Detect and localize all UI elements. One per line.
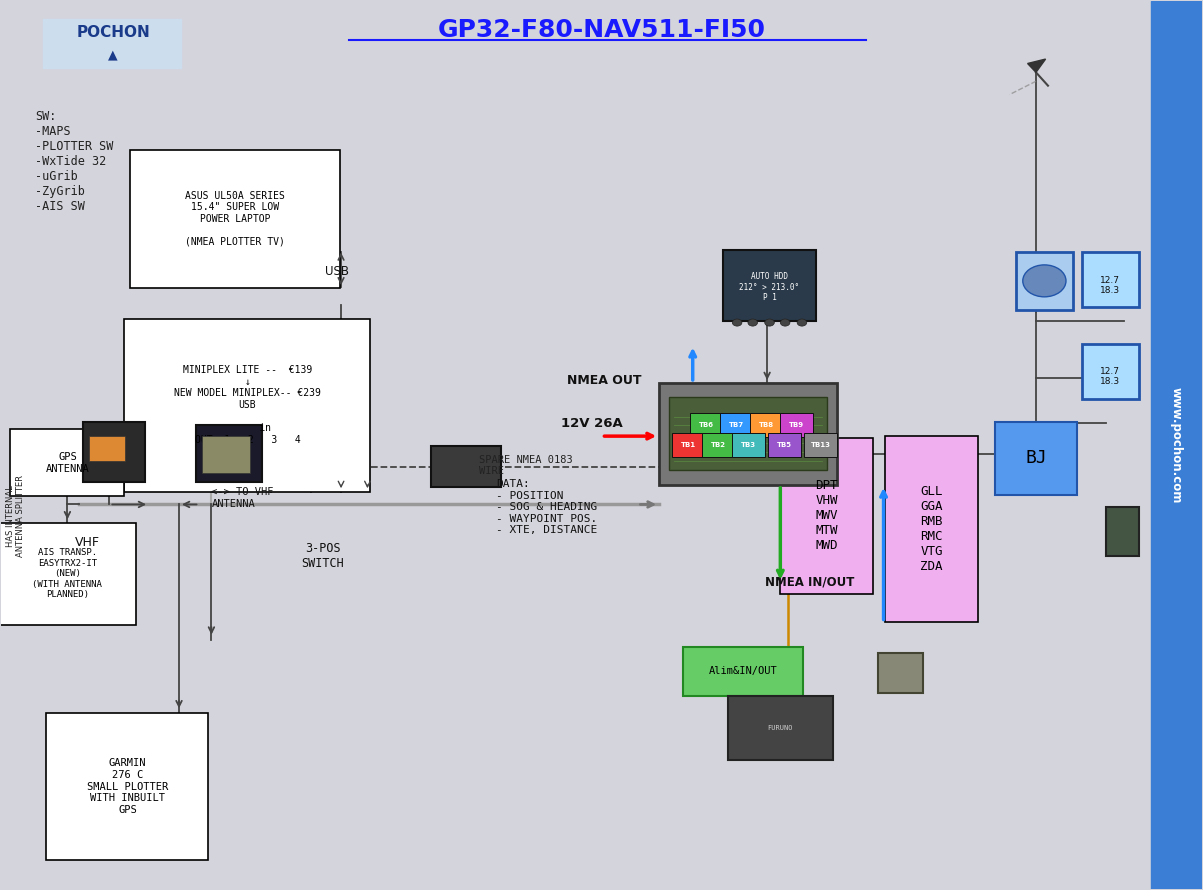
- Polygon shape: [1027, 59, 1045, 72]
- Text: TB13: TB13: [811, 442, 830, 449]
- Bar: [703, 433, 735, 457]
- Text: ASUS UL50A SERIES
15.4" SUPER LOW
POWER LAPTOP

(NMEA PLOTTER TV): ASUS UL50A SERIES 15.4" SUPER LOW POWER …: [185, 190, 285, 247]
- Text: TB5: TB5: [777, 442, 792, 449]
- Bar: [683, 647, 804, 696]
- Text: AUTO HDD
212° > 213.0°
P 1: AUTO HDD 212° > 213.0° P 1: [740, 272, 800, 302]
- Text: USB: USB: [326, 265, 349, 279]
- Bar: [124, 319, 371, 491]
- Text: FURUNO: FURUNO: [768, 725, 793, 731]
- Text: BJ: BJ: [1025, 449, 1047, 467]
- Text: 3-POS
SWITCH: 3-POS SWITCH: [302, 542, 344, 570]
- Circle shape: [781, 319, 790, 326]
- Text: AIS TRANSP.
EASYTRX2-IT
(NEW)
(WITH ANTENNA
PLANNED): AIS TRANSP. EASYTRX2-IT (NEW) (WITH ANTE…: [32, 548, 102, 599]
- Bar: [781, 413, 813, 437]
- Bar: [11, 430, 124, 496]
- Bar: [728, 696, 834, 760]
- Bar: [196, 425, 262, 482]
- Bar: [780, 439, 873, 594]
- Text: 12.7
18.3: 12.7 18.3: [1101, 276, 1120, 295]
- Text: DPT
VHW
MWV
MTW
MWD: DPT VHW MWV MTW MWD: [816, 480, 837, 553]
- Bar: [877, 653, 923, 693]
- Bar: [1015, 253, 1073, 310]
- Bar: [89, 436, 125, 461]
- Text: TB7: TB7: [729, 422, 745, 428]
- Text: TB9: TB9: [789, 422, 804, 428]
- Circle shape: [1023, 265, 1066, 297]
- Text: NMEA OUT: NMEA OUT: [567, 374, 641, 387]
- Text: GPS
ANTENNA: GPS ANTENNA: [46, 452, 89, 473]
- Bar: [1151, 2, 1202, 888]
- Bar: [1081, 253, 1139, 307]
- Circle shape: [798, 319, 807, 326]
- Bar: [0, 522, 136, 625]
- Bar: [1081, 344, 1139, 399]
- Circle shape: [733, 319, 742, 326]
- Text: 12.7
18.3: 12.7 18.3: [1101, 367, 1120, 386]
- Bar: [43, 19, 182, 68]
- Text: www.pochon.com: www.pochon.com: [1169, 387, 1183, 503]
- Text: HAS INTERNAL
ANTENNA SPLITTER: HAS INTERNAL ANTENNA SPLITTER: [6, 475, 25, 557]
- Bar: [202, 436, 250, 473]
- Text: TB1: TB1: [681, 442, 697, 449]
- Bar: [733, 433, 765, 457]
- Text: TB8: TB8: [759, 422, 774, 428]
- Bar: [769, 433, 801, 457]
- Bar: [751, 413, 783, 437]
- Circle shape: [765, 319, 775, 326]
- Bar: [721, 413, 753, 437]
- Bar: [723, 250, 817, 320]
- Text: POCHON: POCHON: [76, 25, 150, 40]
- Bar: [691, 413, 723, 437]
- Bar: [130, 150, 340, 287]
- Text: <-> TO VHF
ANTENNA: <-> TO VHF ANTENNA: [212, 488, 274, 509]
- Bar: [672, 433, 705, 457]
- Text: SW:
-MAPS
-PLOTTER SW
-WxTide 32
-uGrib
-ZyGrib
-AIS SW: SW: -MAPS -PLOTTER SW -WxTide 32 -uGrib …: [35, 109, 113, 213]
- Bar: [995, 422, 1077, 495]
- Text: SPARE NMEA 0183
WIRE: SPARE NMEA 0183 WIRE: [479, 455, 573, 476]
- Bar: [47, 714, 208, 860]
- Bar: [884, 436, 978, 622]
- Text: MINIPLEX LITE --  €139
↓
NEW MODEL MINIPLEX-- €239
USB

      in
OUT  1   2   3 : MINIPLEX LITE -- €139 ↓ NEW MODEL MINIPL…: [174, 365, 321, 445]
- Bar: [659, 383, 837, 485]
- Bar: [83, 422, 146, 482]
- Text: GP32-F80-NAV511-FI50: GP32-F80-NAV511-FI50: [438, 18, 765, 42]
- Text: ▲: ▲: [108, 48, 118, 61]
- Bar: [431, 446, 500, 487]
- Text: NMEA IN/OUT: NMEA IN/OUT: [765, 575, 854, 588]
- Bar: [669, 397, 828, 470]
- Bar: [1106, 507, 1139, 556]
- Text: TB2: TB2: [711, 442, 727, 449]
- Text: TB6: TB6: [699, 422, 715, 428]
- Text: TB3: TB3: [741, 442, 757, 449]
- Text: VHF: VHF: [76, 536, 100, 549]
- Text: 12V 26A: 12V 26A: [561, 417, 623, 430]
- Bar: [805, 433, 837, 457]
- Text: DATA:
- POSITION
- SOG & HEADING
- WAYPOINT POS.
- XTE, DISTANCE: DATA: - POSITION - SOG & HEADING - WAYPO…: [496, 479, 597, 535]
- Text: GLL
GGA
RMB
RMC
VTG
ZDA: GLL GGA RMB RMC VTG ZDA: [920, 485, 943, 573]
- Circle shape: [748, 319, 758, 326]
- Text: Alim&IN/OUT: Alim&IN/OUT: [709, 667, 777, 676]
- Text: GARMIN
276 C
SMALL PLOTTER
WITH INBUILT
GPS: GARMIN 276 C SMALL PLOTTER WITH INBUILT …: [87, 758, 168, 814]
